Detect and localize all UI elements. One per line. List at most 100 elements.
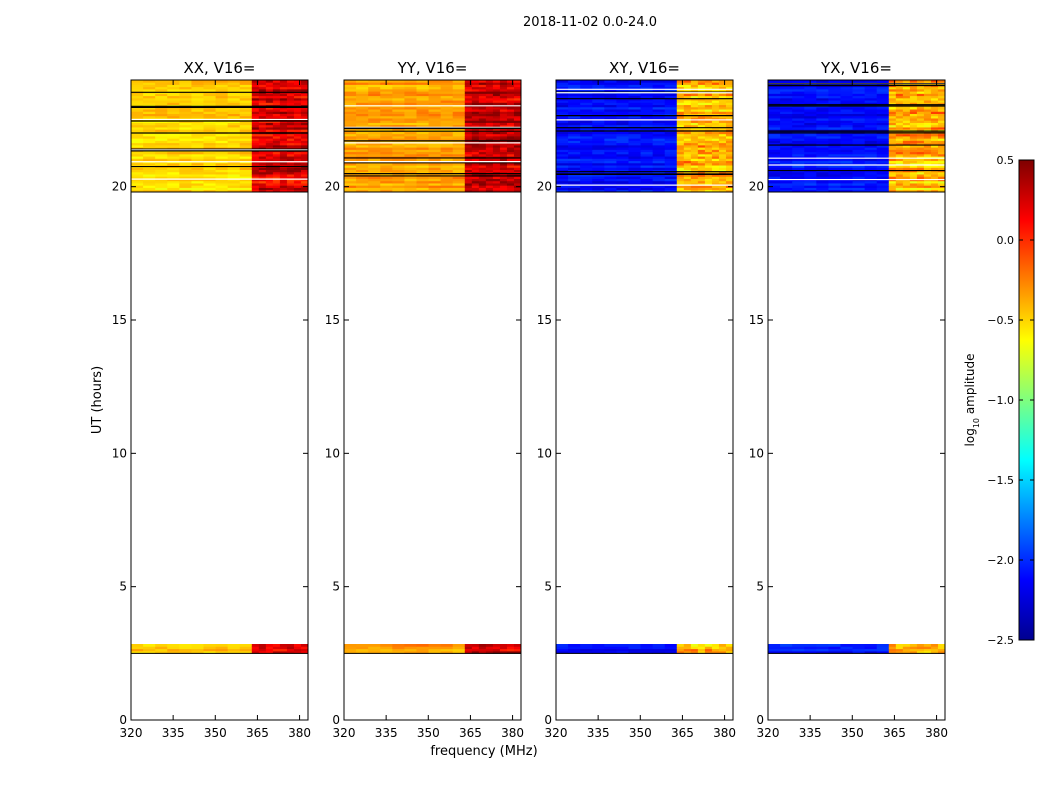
heatmap-cell (902, 156, 911, 159)
heatmap-cell (227, 189, 241, 193)
heatmap-cell (840, 97, 853, 101)
heatmap-cell (392, 118, 405, 121)
heatmap-cell (780, 97, 793, 101)
heatmap-cell (616, 176, 629, 179)
heatmap-cell (191, 133, 204, 137)
heatmap-cell (215, 120, 229, 123)
heatmap-cell (909, 180, 918, 184)
heatmap-cell (404, 80, 417, 83)
heatmap-cell (792, 174, 805, 177)
heatmap-cell (697, 142, 706, 146)
heatmap-cell (513, 167, 522, 170)
heatmap-cell (937, 183, 946, 186)
heatmap-cell (167, 120, 180, 123)
heatmap-cell (392, 176, 405, 179)
heatmap-cell (937, 120, 946, 123)
heatmap-cell (676, 648, 685, 652)
heatmap-cell (652, 189, 666, 193)
heatmap-cell (265, 140, 274, 144)
heatmap-cell (604, 158, 617, 162)
heatmap-cell (272, 86, 281, 90)
heatmap-cell (664, 187, 678, 191)
heatmap-cell (499, 144, 508, 148)
heatmap-cell (368, 122, 381, 126)
heatmap-cell (428, 113, 442, 117)
heatmap-cell (428, 93, 442, 97)
heatmap-cell (279, 80, 288, 83)
heatmap-cell (711, 185, 720, 188)
heatmap-cell (804, 124, 817, 128)
heatmap-cell (356, 88, 369, 92)
heatmap-cell (664, 147, 678, 150)
heatmap-cell (258, 646, 267, 650)
heatmap-cell (440, 113, 454, 117)
heatmap-cell (492, 80, 501, 83)
heatmap-cell (816, 100, 829, 103)
heatmap-cell (923, 97, 932, 101)
heatmap-cell (876, 127, 890, 130)
heatmap-cell (464, 113, 473, 117)
heatmap-cell (780, 149, 793, 153)
heatmap-cell (227, 169, 241, 173)
heatmap-cell (895, 167, 904, 170)
heatmap-cell (828, 646, 841, 650)
heatmap-cell (923, 189, 932, 193)
heatmap-cell (404, 153, 417, 157)
heatmap-cell (604, 138, 617, 141)
heatmap-cell (179, 129, 192, 132)
heatmap-cell (780, 122, 793, 126)
heatmap-cell (191, 646, 204, 650)
heatmap-cell (155, 80, 168, 83)
heatmap-cell (227, 178, 241, 182)
heatmap-cell (895, 189, 904, 193)
heatmap-cell (690, 122, 699, 126)
heatmap-cell (852, 100, 866, 103)
heatmap-cell (909, 122, 918, 126)
heatmap-cell (718, 115, 727, 119)
heatmap-cell (279, 95, 288, 99)
heatmap-cell (239, 93, 253, 97)
heatmap-cell (452, 180, 466, 184)
heatmap-cell (272, 144, 281, 148)
heatmap-cell (404, 109, 417, 112)
heatmap-cell (916, 165, 925, 168)
heatmap-cell (937, 118, 946, 121)
heatmap-cell (916, 111, 925, 114)
heatmap-cell (909, 138, 918, 141)
heatmap-cell (864, 149, 878, 153)
heatmap-cell (251, 138, 260, 141)
heatmap-cell (683, 151, 692, 155)
heatmap-cell (718, 136, 727, 139)
heatmap-cell (416, 149, 429, 153)
heatmap-cell (191, 171, 204, 175)
heatmap-cell (203, 646, 216, 650)
heatmap-cell (440, 646, 454, 650)
heatmap-cell (852, 93, 866, 97)
heatmap-cell (293, 122, 302, 126)
heatmap-cell (725, 106, 734, 110)
heatmap-cell (604, 80, 617, 83)
heatmap-cell (690, 93, 699, 97)
heatmap-cell (568, 111, 581, 114)
heatmap-cell (464, 124, 473, 128)
heatmap-cell (902, 122, 911, 126)
heatmap-cell (155, 100, 168, 103)
heatmap-cell (143, 156, 156, 159)
heatmap-cell (568, 140, 581, 144)
heatmap-cell (293, 174, 302, 177)
heatmap-cell (300, 138, 309, 141)
heatmap-cell (923, 113, 932, 117)
heatmap-cell (780, 171, 793, 175)
heatmap-cell (592, 102, 605, 106)
heatmap-cell (356, 124, 369, 128)
heatmap-cell (592, 185, 605, 188)
y-tick-label: 20 (749, 180, 764, 194)
heatmap-cell (215, 129, 229, 132)
heatmap-cell (440, 149, 454, 153)
heatmap-cell (300, 129, 309, 132)
heatmap-cell (404, 138, 417, 141)
heatmap-cell (895, 95, 904, 99)
heatmap-cell (143, 84, 156, 88)
heatmap-cell (828, 142, 841, 146)
heatmap-cell (697, 127, 706, 130)
